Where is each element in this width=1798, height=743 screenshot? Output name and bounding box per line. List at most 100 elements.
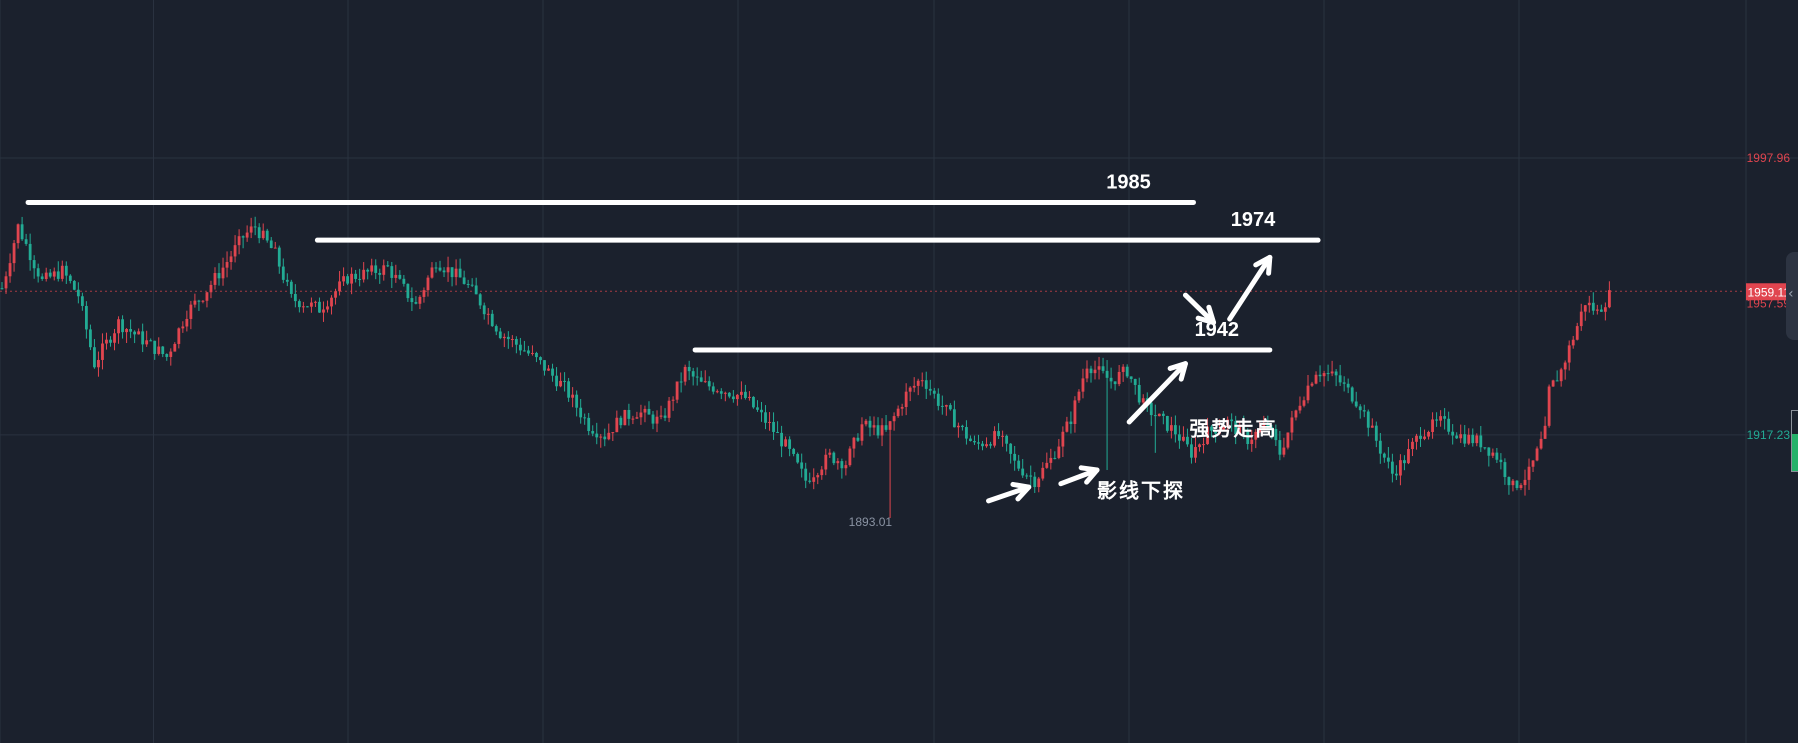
candle-body [731, 396, 735, 400]
candle-body [233, 245, 237, 257]
candle-body [326, 306, 329, 310]
collapse-panel-tab[interactable]: ‹ [1786, 252, 1798, 340]
candle-body [1238, 425, 1242, 435]
candle-body [1282, 447, 1286, 455]
candle-body [265, 230, 269, 241]
candle-body [1350, 387, 1354, 402]
candle-body [1515, 480, 1519, 489]
candle-body [1599, 309, 1603, 312]
candle-body [16, 224, 20, 244]
candle-body [84, 305, 88, 330]
candle-body [346, 276, 350, 284]
candle-body [1298, 405, 1302, 411]
candle-body [426, 277, 430, 291]
candle-body [1411, 441, 1414, 450]
candle-body [1133, 378, 1137, 385]
candle-body [133, 331, 137, 335]
candle-body [241, 236, 245, 238]
candle-body [575, 394, 579, 408]
candle-body [117, 319, 120, 334]
annotation-text: 影线下探 [1097, 478, 1185, 502]
candle-body [390, 266, 394, 278]
arrow-shaft [1182, 292, 1217, 326]
candle-body [1246, 430, 1250, 445]
candle-body [535, 352, 538, 358]
candle-body [1049, 457, 1053, 463]
candle-body [334, 291, 337, 298]
candle-body [1394, 473, 1398, 476]
candle-body [1101, 366, 1105, 371]
price-tick-label: 1997.96 [1747, 151, 1791, 165]
candle-body [173, 343, 177, 352]
volume-meter-fill [1792, 433, 1798, 471]
candle-body [1591, 302, 1595, 311]
candle-body [0, 288, 4, 290]
candle-body [502, 336, 506, 339]
arrow-shaft [1227, 254, 1273, 322]
candle-body [1113, 381, 1117, 385]
candle-body [350, 273, 354, 284]
candle-body [531, 352, 534, 354]
candle-body [1161, 413, 1165, 416]
candle-body [1061, 431, 1065, 447]
candle-body [739, 391, 743, 395]
candle-body [1290, 417, 1294, 433]
candle-body [1057, 446, 1061, 458]
candle-body [478, 294, 482, 306]
candle-body [948, 405, 952, 410]
candle-body [1358, 406, 1362, 411]
candle-body [422, 290, 426, 297]
candle-body [1459, 434, 1463, 439]
candle-body [667, 400, 671, 418]
candle-body [1206, 426, 1209, 445]
candle-body [1149, 402, 1153, 416]
candle-body [969, 438, 972, 442]
candle-body [1182, 436, 1185, 441]
candle-body [973, 441, 976, 443]
candles [0, 216, 1611, 518]
candle-body [438, 267, 442, 271]
candle-body [1173, 425, 1177, 435]
candle-body [856, 437, 860, 441]
candle-body [1278, 440, 1282, 455]
candle-body [185, 318, 189, 327]
candle-body [1378, 440, 1382, 454]
candle-body [181, 326, 185, 329]
candle-body [249, 226, 253, 233]
candle-body [1463, 434, 1467, 444]
candle-body [1523, 479, 1527, 486]
candle-body [635, 417, 639, 419]
candle-body [354, 273, 358, 279]
candle-body [1017, 460, 1021, 469]
candle-body [784, 439, 788, 447]
candle-body [28, 243, 32, 261]
candle-body [362, 269, 366, 280]
candle-body [808, 480, 812, 482]
candle-body [776, 431, 779, 433]
candle-body [1403, 460, 1406, 464]
candle-body [1451, 431, 1455, 436]
candle-body [884, 425, 888, 430]
candle-body [486, 313, 490, 315]
candle-body [225, 262, 229, 268]
candle-body [631, 418, 635, 420]
chevron-left-icon: ‹ [1788, 286, 1794, 302]
candle-body [1214, 430, 1217, 434]
candle-body [848, 448, 852, 466]
candle-body [703, 381, 707, 383]
volume-meter [1791, 410, 1798, 472]
candle-body [1069, 421, 1073, 424]
candle-body [293, 293, 297, 302]
candle-body [1483, 447, 1487, 449]
candle-body [675, 381, 679, 400]
candle-body [205, 292, 209, 301]
candle-body [1210, 426, 1213, 431]
candle-body [780, 432, 783, 447]
current-price-badge [1746, 283, 1798, 301]
candle-body [997, 431, 1000, 437]
candle-body [1587, 302, 1591, 306]
candle-body [1374, 425, 1378, 441]
candle-body [603, 436, 607, 440]
